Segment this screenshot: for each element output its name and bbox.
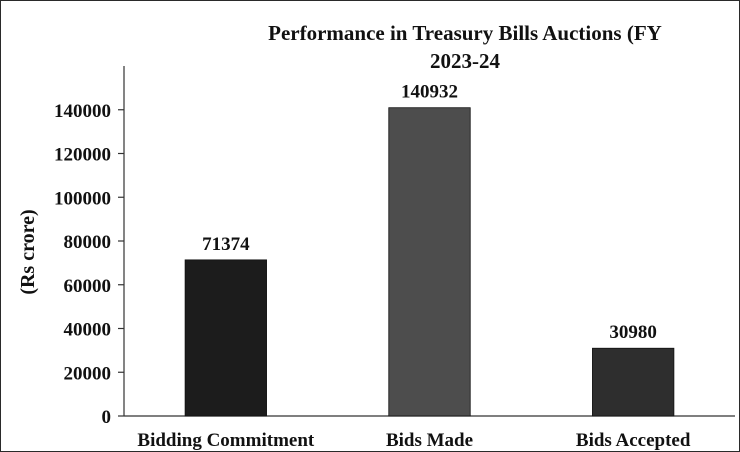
data-labels: 71374 140932 30980 — [202, 82, 657, 344]
y-tick-label: 0 — [102, 407, 112, 428]
y-tick-label: 20000 — [64, 363, 112, 384]
bar — [388, 107, 471, 417]
y-axis-label: (Rs crore) — [17, 209, 39, 294]
data-label: 30980 — [609, 322, 657, 343]
y-tick-label: 60000 — [64, 276, 112, 297]
data-label: 71374 — [202, 234, 250, 255]
x-tick-label: Bids Made — [386, 430, 473, 451]
y-axis-ticks: 0 20000 40000 60000 80000 100000 120000 140000 — [54, 101, 124, 428]
x-tick-label: Bidding Commitment — [137, 430, 314, 451]
chart-title-line-2: 2023-24 — [430, 49, 500, 73]
y-tick-label: 100000 — [54, 188, 111, 209]
x-tick-label: Bids Accepted — [576, 430, 691, 451]
y-tick-label: 40000 — [64, 320, 112, 341]
y-tick-label: 140000 — [54, 101, 111, 122]
bar — [592, 347, 675, 417]
y-tick-label: 80000 — [64, 232, 112, 253]
chart-title-line-1: Performance in Treasury Bills Auctions (… — [268, 21, 662, 45]
x-axis-labels: Bidding Commitment Bids Made Bids Accepted — [137, 430, 690, 451]
data-label: 140932 — [401, 82, 458, 103]
bars — [184, 107, 675, 417]
y-tick-label: 120000 — [54, 145, 111, 166]
bar — [184, 259, 267, 417]
